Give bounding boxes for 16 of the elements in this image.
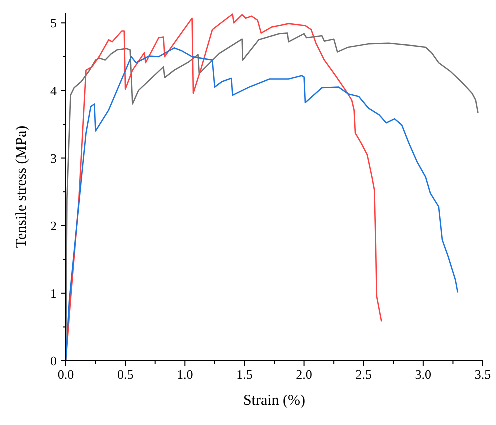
x-tick-label: 3.0 bbox=[415, 367, 432, 382]
y-tick-label: 1 bbox=[50, 286, 57, 301]
y-tick-label: 4 bbox=[50, 83, 58, 98]
x-tick-label: 0.0 bbox=[58, 367, 74, 382]
x-tick-label: 1.0 bbox=[177, 367, 194, 382]
x-tick-label: 2.5 bbox=[356, 367, 372, 382]
x-tick-label: 2.0 bbox=[296, 367, 312, 382]
x-axis-title: Strain (%) bbox=[243, 393, 306, 409]
y-tick-label: 5 bbox=[50, 16, 57, 31]
x-tick-label: 3.5 bbox=[474, 367, 492, 382]
y-tick-label: 2 bbox=[50, 218, 57, 234]
y-tick-label: 0 bbox=[50, 354, 57, 369]
x-tick-label: 1.5 bbox=[236, 367, 253, 382]
y-tick-label: 3 bbox=[50, 150, 57, 166]
y-axis-title: Tensile stress (MPa) bbox=[14, 126, 30, 248]
x-tick-label: 0.5 bbox=[117, 367, 134, 382]
